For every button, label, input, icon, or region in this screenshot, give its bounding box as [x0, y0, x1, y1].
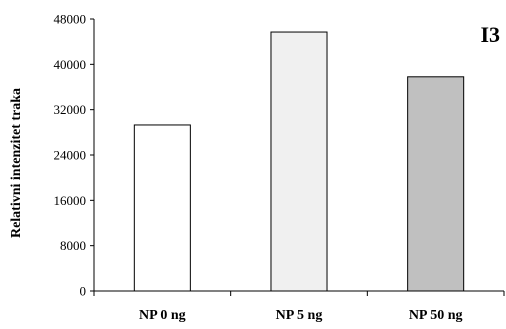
x-category-label: NP 0 ng: [139, 308, 186, 323]
y-tick-label: 48000: [54, 12, 87, 27]
x-category-label: NP 5 ng: [276, 308, 323, 323]
y-axis-title: Relativni intenzitet traka: [9, 88, 24, 238]
bar-2: [270, 31, 328, 292]
bars: [133, 31, 465, 292]
y-tick-label: 8000: [60, 238, 86, 253]
x-axis-labels: NP 0 ng NP 5 ng NP 50 ng: [93, 291, 505, 323]
panel-label: I3: [480, 22, 500, 47]
y-tick-label: 32000: [54, 102, 87, 117]
x-category-label: NP 50 ng: [409, 308, 463, 323]
bar-1: [133, 124, 191, 292]
y-tick-label: 40000: [54, 57, 87, 72]
bar-3: [407, 76, 465, 292]
y-tick-label: 24000: [54, 148, 87, 163]
y-tick-label: 0: [80, 284, 87, 299]
y-tick-label: 16000: [54, 193, 87, 208]
y-axis-ticks: 0 8000 16000 24000 32000 40000 48000: [54, 12, 94, 299]
